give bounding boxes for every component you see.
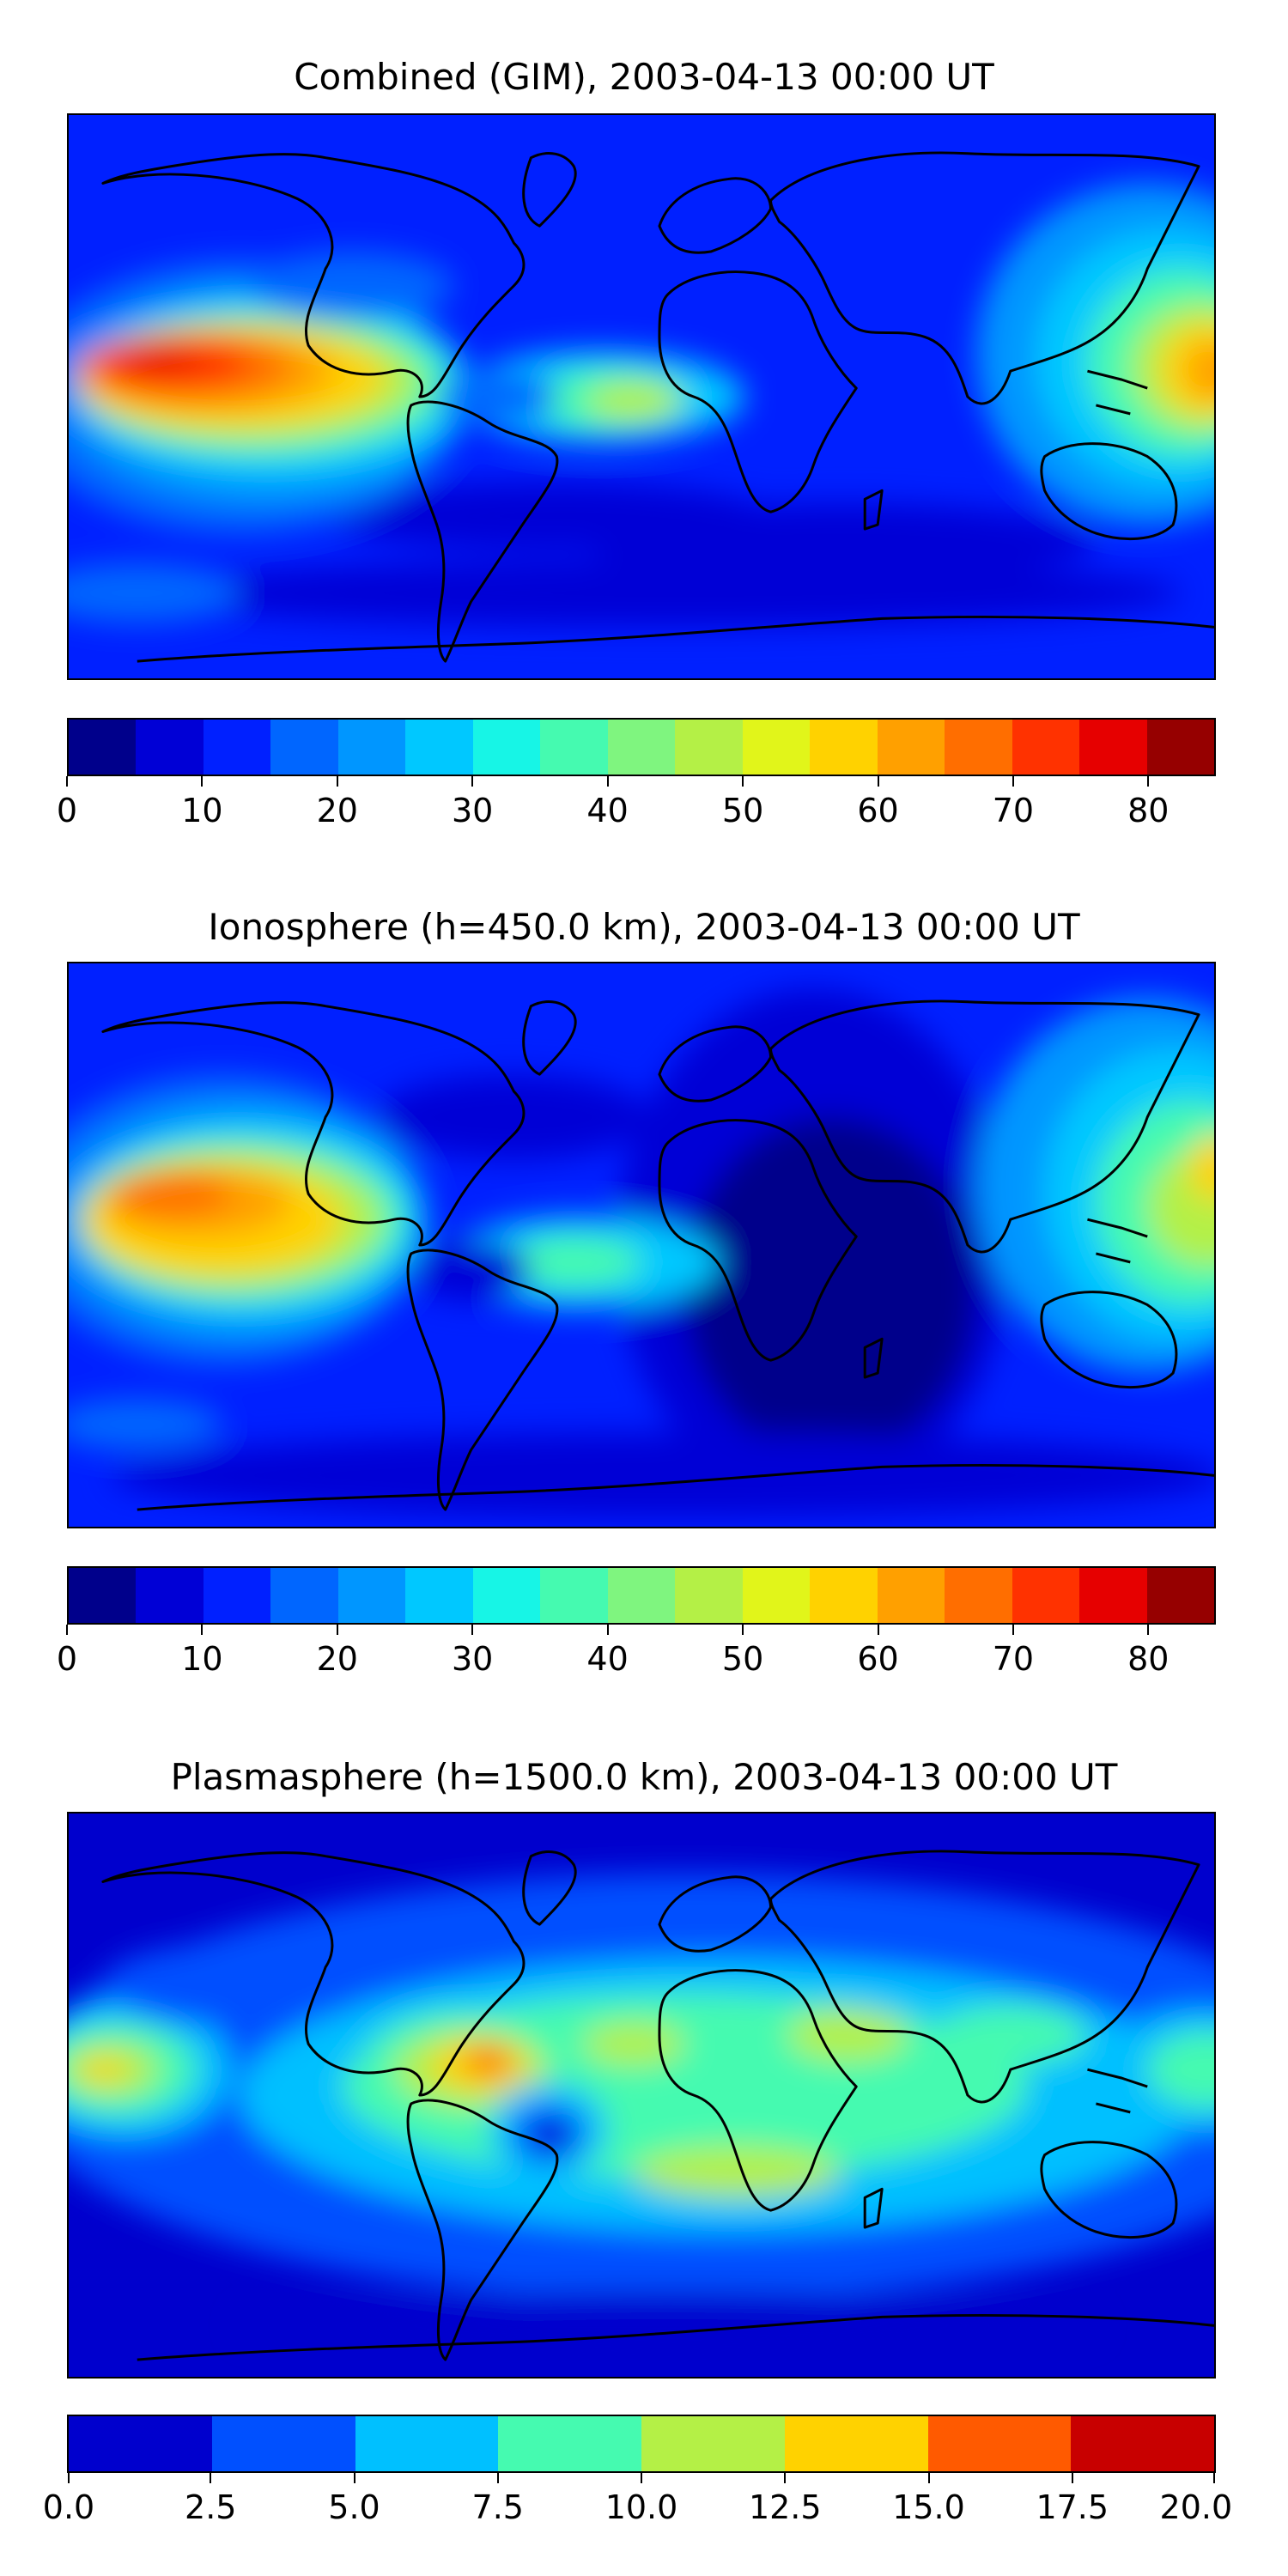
colorbar-tick-label: 30 [452, 1640, 494, 1678]
panel2-colorbar [67, 1566, 1216, 1625]
colorbar-segment [405, 1568, 473, 1623]
colorbar-segment [810, 1568, 878, 1623]
colorbar-segment [784, 2416, 928, 2471]
colorbar-segment [472, 1568, 541, 1623]
panel2-coastlines [101, 999, 1214, 1511]
panel1-map [67, 113, 1216, 680]
colorbar-tick-label: 0 [56, 792, 78, 829]
colorbar-segment [69, 2416, 212, 2471]
colorbar-tick-label: 20.0 [1159, 2488, 1233, 2526]
panel2-map [67, 962, 1216, 1528]
colorbar-tick-label: 17.5 [1036, 2488, 1109, 2526]
panel1-title: Combined (GIM), 2003-04-13 00:00 UT [294, 56, 994, 98]
panel1-colorbar [67, 718, 1216, 776]
colorbar-tick-label: 50 [721, 792, 764, 829]
colorbar-segment [540, 1568, 608, 1623]
colorbar-segment [1012, 1568, 1080, 1623]
colorbar-segment [270, 1568, 338, 1623]
colorbar-segment [337, 720, 406, 775]
panel2-colorbar-ticks: 0 10 20 30 40 50 60 70 80 [57, 1625, 1216, 1678]
colorbar-tick-label: 70 [992, 1640, 1035, 1678]
colorbar-segment [877, 1568, 945, 1623]
panel1-coastlines [101, 151, 1214, 663]
panel3-map [67, 1812, 1216, 2379]
colorbar-segment [1079, 1568, 1147, 1623]
colorbar-segment [945, 720, 1012, 775]
colorbar-segment [607, 1568, 676, 1623]
colorbar-segment [540, 720, 608, 775]
colorbar-segment [69, 720, 137, 775]
colorbar-tick-label: 2.5 [185, 2488, 237, 2526]
colorbar-segment [270, 720, 338, 775]
colorbar-segment [136, 1568, 204, 1623]
colorbar-segment [927, 2416, 1072, 2471]
colorbar-segment [810, 720, 878, 775]
panel2-field [69, 988, 1214, 1519]
colorbar-tick-label: 15.0 [892, 2488, 965, 2526]
colorbar-segment [211, 2416, 355, 2471]
colorbar-segment [472, 720, 541, 775]
colorbar-segment [675, 1568, 743, 1623]
colorbar-segment [405, 720, 473, 775]
colorbar-segment [877, 720, 945, 775]
colorbar-segment [675, 720, 743, 775]
colorbar-tick-label: 7.5 [471, 2488, 524, 2526]
colorbar-segment [498, 2416, 641, 2471]
panel3-map-svg [69, 1814, 1214, 2377]
colorbar-tick-label: 20 [316, 1640, 358, 1678]
panel3-colorbar-ticks: 0.0 2.5 5.0 7.5 10.0 12.5 15.0 17.5 20.0 [43, 2473, 1232, 2526]
colorbar-tick-label: 10.0 [605, 2488, 678, 2526]
colorbar-tick-label: 40 [586, 792, 629, 829]
colorbar-tick-label: 70 [992, 792, 1035, 829]
panel3-title: Plasmasphere (h=1500.0 km), 2003-04-13 0… [170, 1756, 1118, 1798]
colorbar-tick-label: 20 [316, 792, 358, 829]
panel2-title: Ionosphere (h=450.0 km), 2003-04-13 00:0… [208, 906, 1080, 948]
colorbar-tick-label: 12.5 [748, 2488, 822, 2526]
colorbar-segment [607, 720, 676, 775]
colorbar-tick-label: 60 [857, 1640, 899, 1678]
colorbar-segment [641, 2416, 785, 2471]
colorbar-segment [355, 2416, 499, 2471]
colorbar-segment [742, 1568, 811, 1623]
colorbar-tick-label: 5.0 [328, 2488, 380, 2526]
colorbar-tick-label: 80 [1127, 792, 1170, 829]
panel3-field [69, 1873, 1214, 2360]
colorbar-tick-label: 40 [586, 1640, 629, 1678]
colorbar-segment [136, 720, 204, 775]
colorbar-tick-label: 60 [857, 792, 899, 829]
colorbar-tick-label: 10 [181, 792, 223, 829]
colorbar-segment [1146, 720, 1214, 775]
colorbar-segment [945, 1568, 1012, 1623]
colorbar-tick-label: 0.0 [42, 2488, 95, 2526]
colorbar-tick-label: 0 [56, 1640, 78, 1678]
colorbar-segment [337, 1568, 406, 1623]
colorbar-tick-label: 50 [721, 1640, 764, 1678]
panel1-map-svg [69, 115, 1214, 678]
colorbar-segment [1071, 2416, 1214, 2471]
panel2-map-svg [69, 963, 1214, 1527]
colorbar-segment [1146, 1568, 1214, 1623]
colorbar-tick-label: 10 [181, 1640, 223, 1678]
colorbar-segment [203, 1568, 271, 1623]
colorbar-segment [203, 720, 271, 775]
colorbar-segment [1079, 720, 1147, 775]
panel1-colorbar-ticks: 0 10 20 30 40 50 60 70 80 [57, 776, 1216, 829]
colorbar-tick-label: 80 [1127, 1640, 1170, 1678]
panel3-colorbar [67, 2415, 1216, 2473]
colorbar-segment [1012, 720, 1080, 775]
colorbar-segment [69, 1568, 137, 1623]
panel1-field [69, 183, 1214, 628]
panel3-coastlines [101, 1850, 1214, 2361]
colorbar-segment [742, 720, 811, 775]
colorbar-tick-label: 30 [452, 792, 494, 829]
